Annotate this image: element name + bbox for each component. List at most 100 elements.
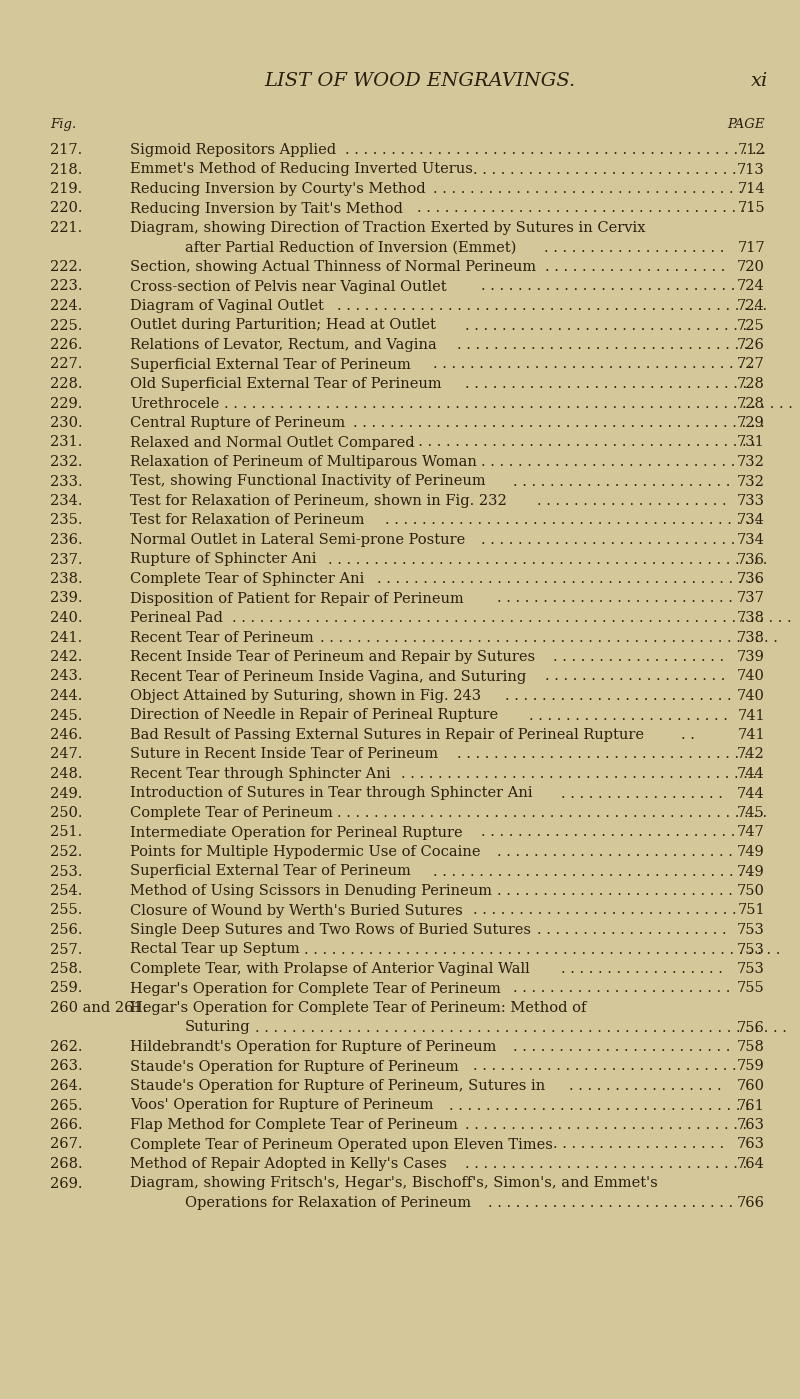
Text: 761: 761 [738, 1098, 765, 1112]
Text: 250.: 250. [50, 806, 82, 820]
Text: LIST OF WOOD ENGRAVINGS.: LIST OF WOOD ENGRAVINGS. [264, 71, 576, 90]
Text: 714: 714 [738, 182, 765, 196]
Text: 740: 740 [737, 670, 765, 684]
Text: 753: 753 [737, 943, 765, 957]
Text: Hegar's Operation for Complete Tear of Perineum: Method of: Hegar's Operation for Complete Tear of P… [130, 1002, 586, 1016]
Text: . . . . . . . . . . . . . . . . . . . . . . . . . . . . . . . . . . . . . . . . : . . . . . . . . . . . . . . . . . . . . … [353, 416, 769, 429]
Text: 712: 712 [738, 143, 765, 157]
Text: Relaxation of Perineum of Multiparous Woman: Relaxation of Perineum of Multiparous Wo… [130, 455, 477, 469]
Text: 229.: 229. [50, 396, 82, 410]
Text: . . . . . . . . . . . . . . . . . . . . . . . . . . . . .: . . . . . . . . . . . . . . . . . . . . … [473, 1059, 741, 1073]
Text: Disposition of Patient for Repair of Perineum: Disposition of Patient for Repair of Per… [130, 592, 464, 606]
Text: 736: 736 [737, 572, 765, 586]
Text: Superficial External Tear of Perineum: Superficial External Tear of Perineum [130, 358, 411, 372]
Text: . . . . . . . . . . . . . . . . . . . . . . . . . . . . . . . . . . . . . . . . : . . . . . . . . . . . . . . . . . . . . … [321, 631, 783, 645]
Text: 753: 753 [737, 923, 765, 937]
Text: 219.: 219. [50, 182, 82, 196]
Text: 263.: 263. [50, 1059, 82, 1073]
Text: Bad Result of Passing External Sutures in Repair of Perineal Rupture: Bad Result of Passing External Sutures i… [130, 727, 644, 741]
Text: 715: 715 [738, 201, 765, 215]
Text: 738: 738 [737, 611, 765, 625]
Text: Central Rupture of Perineum: Central Rupture of Perineum [130, 416, 346, 429]
Text: 264.: 264. [50, 1079, 82, 1093]
Text: Object Attained by Suturing, shown in Fig. 243: Object Attained by Suturing, shown in Fi… [130, 688, 481, 704]
Text: 736: 736 [737, 553, 765, 567]
Text: Complete Tear, with Prolapse of Anterior Vaginal Wall: Complete Tear, with Prolapse of Anterior… [130, 963, 530, 977]
Text: 738: 738 [737, 631, 765, 645]
Text: Single Deep Sutures and Two Rows of Buried Sutures: Single Deep Sutures and Two Rows of Buri… [130, 923, 531, 937]
Text: 225.: 225. [50, 319, 82, 333]
Text: . . . . . . . . . . . . . . . . . .: . . . . . . . . . . . . . . . . . . [561, 963, 728, 977]
Text: after Partial Reduction of Inversion (Emmet): after Partial Reduction of Inversion (Em… [185, 241, 516, 255]
Text: . . . . . . . . . . . . . . . . . . . . . . . . . . . . . . . . . . . . . . . . : . . . . . . . . . . . . . . . . . . . . … [255, 1020, 792, 1034]
Text: . . . . . . . . . . . . . . . . . . . . . . . .: . . . . . . . . . . . . . . . . . . . . … [513, 1039, 735, 1053]
Text: 724: 724 [738, 280, 765, 294]
Text: Points for Multiple Hypodermic Use of Cocaine: Points for Multiple Hypodermic Use of Co… [130, 845, 481, 859]
Text: 749: 749 [738, 865, 765, 879]
Text: 756: 756 [737, 1020, 765, 1034]
Text: 239.: 239. [50, 592, 82, 606]
Text: 741: 741 [738, 708, 765, 722]
Text: . . . . . . . . . . . . . . . . . . . . . . . . . . . . . . . . .: . . . . . . . . . . . . . . . . . . . . … [449, 1098, 754, 1112]
Text: . . . . . . . . . . . . . . . . . . . . .: . . . . . . . . . . . . . . . . . . . . … [537, 923, 731, 937]
Text: 720: 720 [737, 260, 765, 274]
Text: 266.: 266. [50, 1118, 82, 1132]
Text: 233.: 233. [50, 474, 82, 488]
Text: 733: 733 [737, 494, 765, 508]
Text: . . . . . . . . . . . . . . . . . . . . . . . . . . . . . . . . . . . . . . .: . . . . . . . . . . . . . . . . . . . . … [401, 767, 762, 781]
Text: Diagram of Vaginal Outlet: Diagram of Vaginal Outlet [130, 299, 324, 313]
Text: . . . . . . . . . . . . . . . . . . . . . . . . . . . .: . . . . . . . . . . . . . . . . . . . . … [481, 825, 740, 839]
Text: Suture in Recent Inside Tear of Perineum: Suture in Recent Inside Tear of Perineum [130, 747, 438, 761]
Text: 235.: 235. [50, 513, 82, 527]
Text: 228.: 228. [50, 376, 82, 390]
Text: . . . . . . . . . . . . . . . . . . . . . . . . . . . . . . . . . . . . . . . . : . . . . . . . . . . . . . . . . . . . . … [329, 553, 773, 567]
Text: . . . . . . . . . . . . . . . . . . . . . . . . . . . . . . .: . . . . . . . . . . . . . . . . . . . . … [465, 319, 752, 333]
Text: . . . . . . . . . . . . . . . . . .: . . . . . . . . . . . . . . . . . . [561, 786, 728, 800]
Text: Superficial External Tear of Perineum: Superficial External Tear of Perineum [130, 865, 411, 879]
Text: 234.: 234. [50, 494, 82, 508]
Text: Direction of Needle in Repair of Perineal Rupture: Direction of Needle in Repair of Perinea… [130, 708, 498, 722]
Text: 223.: 223. [50, 280, 82, 294]
Text: 747: 747 [738, 825, 765, 839]
Text: Reducing Inversion by Courty's Method: Reducing Inversion by Courty's Method [130, 182, 426, 196]
Text: 267.: 267. [50, 1137, 82, 1151]
Text: Staude's Operation for Rupture of Perineum, Sutures in: Staude's Operation for Rupture of Perine… [130, 1079, 546, 1093]
Text: . . . . . . . . . . . . . . . . . . . .: . . . . . . . . . . . . . . . . . . . . [545, 260, 730, 274]
Text: . . . . . . . . . . . . . . . . . . . . . . . . . . . . . . . .: . . . . . . . . . . . . . . . . . . . . … [457, 747, 753, 761]
Text: 232.: 232. [50, 455, 82, 469]
Text: 724: 724 [738, 299, 765, 313]
Text: xi: xi [751, 71, 769, 90]
Text: . . . . . . . . . . . . . . . . . . . . . . . . . .: . . . . . . . . . . . . . . . . . . . . … [497, 592, 738, 606]
Text: 749: 749 [738, 845, 765, 859]
Text: 727: 727 [738, 358, 765, 372]
Text: Sigmoid Repositors Applied: Sigmoid Repositors Applied [130, 143, 336, 157]
Text: Test for Relaxation of Perineum, shown in Fig. 232: Test for Relaxation of Perineum, shown i… [130, 494, 506, 508]
Text: . . . . . . . . . . . . . . . . . . . . . . . . . . . . . . . . . . . . . .: . . . . . . . . . . . . . . . . . . . . … [409, 435, 760, 449]
Text: 763: 763 [737, 1118, 765, 1132]
Text: 737: 737 [737, 592, 765, 606]
Text: Voos' Operation for Rupture of Perineum: Voos' Operation for Rupture of Perineum [130, 1098, 434, 1112]
Text: 734: 734 [737, 533, 765, 547]
Text: 753: 753 [737, 963, 765, 977]
Text: . . . . . . . . . . . . . . . . . . . . . . . . . . . . . . . . . . . . . . . . : . . . . . . . . . . . . . . . . . . . . … [305, 943, 786, 957]
Text: 258.: 258. [50, 963, 82, 977]
Text: Relations of Levator, Rectum, and Vagina: Relations of Levator, Rectum, and Vagina [130, 339, 437, 353]
Text: Closure of Wound by Werth's Buried Sutures: Closure of Wound by Werth's Buried Sutur… [130, 904, 462, 918]
Text: 726: 726 [737, 339, 765, 353]
Text: 751: 751 [738, 904, 765, 918]
Text: Introduction of Sutures in Tear through Sphincter Ani: Introduction of Sutures in Tear through … [130, 786, 533, 800]
Text: Relaxed and Normal Outlet Compared: Relaxed and Normal Outlet Compared [130, 435, 414, 449]
Text: Operations for Relaxation of Perineum: Operations for Relaxation of Perineum [185, 1196, 471, 1210]
Text: . . . . . . . . . . . . . . . . . . . . . . . . . . . . . . . . . . . . . . . . : . . . . . . . . . . . . . . . . . . . . … [345, 143, 770, 157]
Text: . . . . . . . . . . . . . . . . . . . . . . . . . . . . . . . . . . . . .: . . . . . . . . . . . . . . . . . . . . … [417, 201, 759, 215]
Text: 242.: 242. [50, 651, 82, 665]
Text: . . . . . . . . . . . . . . . . . . . .: . . . . . . . . . . . . . . . . . . . . [545, 670, 730, 684]
Text: 262.: 262. [50, 1039, 82, 1053]
Text: Recent Tear of Perineum Inside Vagina, and Suturing: Recent Tear of Perineum Inside Vagina, a… [130, 670, 526, 684]
Text: Recent Tear through Sphincter Ani: Recent Tear through Sphincter Ani [130, 767, 390, 781]
Text: 253.: 253. [50, 865, 82, 879]
Text: . . . . . . . . . . . . . . . . . . .: . . . . . . . . . . . . . . . . . . . [553, 651, 729, 665]
Text: 237.: 237. [50, 553, 82, 567]
Text: Hegar's Operation for Complete Tear of Perineum: Hegar's Operation for Complete Tear of P… [130, 982, 501, 996]
Text: . . . . . . . . . . . . . . . . . . . . . . . . . .: . . . . . . . . . . . . . . . . . . . . … [497, 845, 738, 859]
